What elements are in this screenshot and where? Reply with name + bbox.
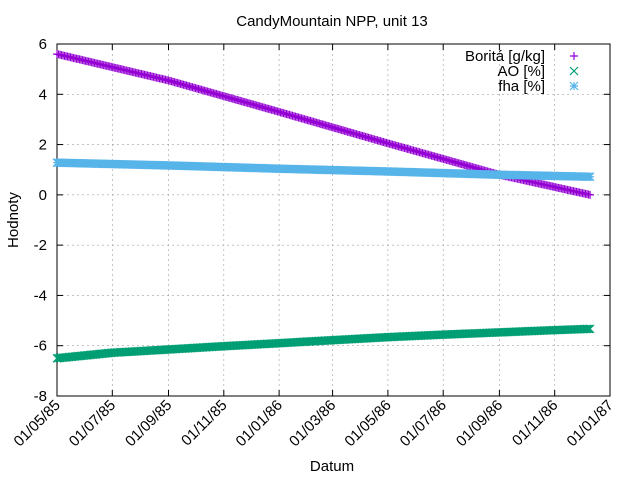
x-tick-label: 01/03/86 — [286, 397, 339, 450]
x-tick-label: 01/11/86 — [509, 397, 562, 450]
legend-key — [570, 52, 578, 60]
x-tick-label: 01/01/86 — [233, 397, 286, 450]
series-marker — [585, 324, 595, 334]
y-tick-label: 4 — [39, 86, 47, 103]
legend-marker — [570, 52, 578, 60]
y-tick-label: -4 — [34, 287, 47, 304]
grid — [57, 44, 610, 396]
series-2 — [52, 158, 595, 182]
y-axis-label: Hodnoty — [5, 192, 22, 248]
series-marker — [586, 190, 595, 199]
y-tick-label: 0 — [39, 187, 47, 204]
legend-label: fha [%] — [498, 78, 545, 95]
legend-key — [569, 81, 579, 91]
legend: Boritá [g/kg]AO [%]fha [%] — [465, 48, 579, 95]
legend-key — [569, 66, 579, 76]
x-tick-label: 01/09/86 — [453, 397, 506, 450]
y-tick-label: -2 — [34, 237, 47, 254]
x-tick-label: 01/01/87 — [564, 397, 617, 450]
y-tick-label: -8 — [34, 388, 47, 405]
series-1 — [52, 324, 595, 363]
series-0 — [53, 50, 595, 199]
x-tick-label: 01/05/86 — [341, 397, 394, 450]
x-tick-label: 01/09/85 — [122, 397, 175, 450]
x-axis-label: Datum — [310, 458, 354, 475]
plot-frame — [56, 43, 611, 397]
legend-label: Boritá [g/kg] — [465, 48, 545, 65]
x-tick-label: 01/07/85 — [66, 397, 119, 450]
series-marker — [582, 324, 592, 334]
x-tick-label: 01/07/86 — [397, 397, 450, 450]
y-tick-label: 6 — [39, 36, 47, 53]
x-tick-label: 01/11/85 — [178, 397, 231, 450]
legend-marker — [569, 66, 579, 76]
chart-title: CandyMountain NPP, unit 13 — [236, 13, 428, 30]
legend-marker — [569, 81, 579, 91]
data-series — [52, 50, 595, 363]
series-marker — [584, 324, 594, 334]
series-marker — [585, 172, 595, 182]
legend-label: AO [%] — [497, 63, 545, 80]
y-tick-label: 2 — [39, 137, 47, 154]
y-tick-label: -6 — [34, 338, 47, 355]
